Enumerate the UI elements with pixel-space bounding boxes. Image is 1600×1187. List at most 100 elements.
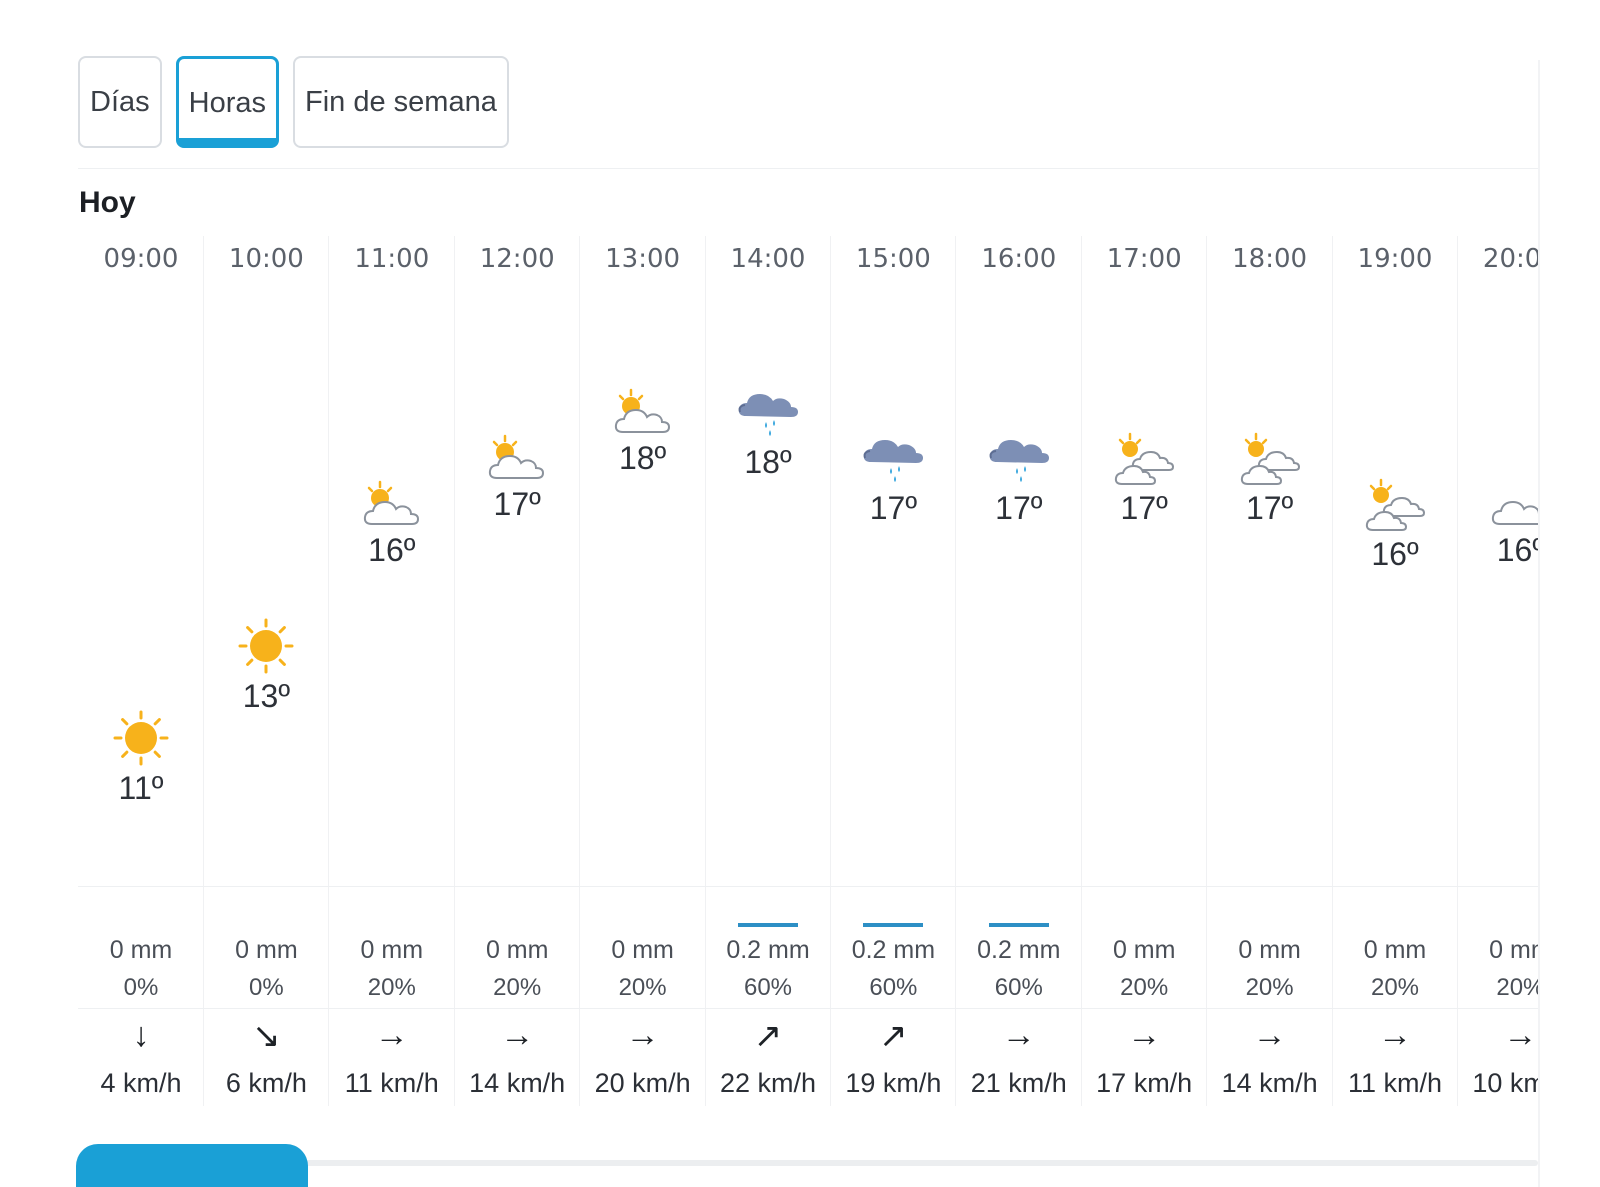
wind-direction-icon: → xyxy=(1001,1016,1036,1054)
hour-label: 10:00 xyxy=(228,244,304,274)
rain-cloud-icon xyxy=(705,386,831,442)
sun-icon xyxy=(203,616,329,676)
rain-amount: 0 mm xyxy=(109,936,173,964)
cloud-icon xyxy=(1457,478,1538,530)
rain-amount: 0.2 mm xyxy=(726,936,810,964)
tab-label: Fin de semana xyxy=(305,85,497,118)
hour-column: 14:00 18º 0.2 mm 60% ↗ 22 km/h xyxy=(705,236,831,1106)
weather-block: 17º xyxy=(1207,432,1333,527)
sun-clouds-icon xyxy=(1332,478,1458,534)
temperature: 16º xyxy=(1496,532,1538,568)
tab-dias[interactable]: Días xyxy=(78,56,162,148)
rain-amount: 0 mm xyxy=(1112,936,1176,964)
rain-probability: 60% xyxy=(743,974,793,1001)
partly-cloudy-icon xyxy=(580,386,706,438)
temperature: 17º xyxy=(1245,490,1294,526)
wind-direction-icon: ↓ xyxy=(132,1016,150,1054)
tab-label: Horas xyxy=(188,87,266,119)
weather-block: 11º xyxy=(78,708,204,807)
hour-label: 13:00 xyxy=(605,244,681,274)
hourly-forecast-grid[interactable]: 09:00 11º 0 mm 0% ↓ 4 km/h 10:00 13º 0 m… xyxy=(78,236,1538,1106)
wind-speed: 4 km/h xyxy=(100,1068,182,1098)
divider xyxy=(78,1008,1538,1009)
rain-amount: 0 mm xyxy=(1238,936,1301,964)
wind-speed: 17 km/h xyxy=(1096,1068,1193,1098)
hour-column: 10:00 13º 0 mm 0% ↘ 6 km/h xyxy=(203,236,330,1106)
weather-block: 16º xyxy=(1457,478,1538,569)
wind-speed: 22 km/h xyxy=(719,1068,817,1098)
hour-label: 18:00 xyxy=(1232,244,1308,274)
temperature: 17º xyxy=(995,490,1043,526)
tab-label: Días xyxy=(90,85,150,118)
hour-column: 20:00 16º 0 mm 20% → 10 km/h xyxy=(1457,236,1538,1106)
hour-label: 17:00 xyxy=(1106,244,1182,274)
sun-clouds-icon xyxy=(1081,432,1207,488)
wind-direction-icon: → xyxy=(1503,1016,1538,1054)
hour-column: 15:00 17º 0.2 mm 60% ↗ 19 km/h xyxy=(830,236,957,1106)
rain-probability: 60% xyxy=(869,974,918,1001)
hour-column: 13:00 18º 0 mm 20% → 20 km/h xyxy=(580,236,706,1106)
weather-block: 17º xyxy=(956,432,1082,527)
hour-label: 12:00 xyxy=(479,244,555,274)
weather-block: 16º xyxy=(329,478,455,569)
partly-cloudy-icon xyxy=(329,478,455,530)
wind-direction-icon: → xyxy=(500,1016,535,1054)
temperature: 11º xyxy=(118,770,164,806)
wind-speed: 20 km/h xyxy=(594,1068,691,1098)
temperature: 18º xyxy=(744,444,792,480)
hour-column: 19:00 16º 0 mm 20% → 11 km/h xyxy=(1332,236,1458,1106)
tab-horas[interactable]: Horas xyxy=(175,56,279,148)
rain-amount: 0 mm xyxy=(611,936,674,964)
weather-block: 16º xyxy=(1332,478,1458,573)
horizontal-scrollbar-thumb[interactable] xyxy=(76,1144,308,1187)
temperature: 16º xyxy=(1371,536,1419,572)
rain-probability: 0% xyxy=(123,974,159,1001)
rain-amount: 0 mm xyxy=(1363,936,1427,964)
temperature: 17º xyxy=(869,490,918,526)
hour-column: 17:00 17º 0 mm 20% → 17 km/h xyxy=(1081,236,1208,1106)
wind-speed: 21 km/h xyxy=(970,1068,1067,1098)
rain-probability: 20% xyxy=(1370,974,1420,1001)
weather-block: 18º xyxy=(705,386,831,481)
hour-label: 15:00 xyxy=(855,244,931,274)
tab-fin-de-semana[interactable]: Fin de semana xyxy=(293,56,509,148)
hour-label: 11:00 xyxy=(354,244,430,274)
day-title: Hoy xyxy=(79,186,136,219)
rain-bar xyxy=(988,923,1049,927)
sun-icon xyxy=(78,708,204,768)
temperature: 16º xyxy=(368,532,416,568)
partly-cloudy-icon xyxy=(454,432,580,484)
hour-column: 16:00 17º 0.2 mm 60% → 21 km/h xyxy=(956,236,1082,1106)
wind-speed: 6 km/h xyxy=(225,1068,307,1098)
temperature: 17º xyxy=(1120,490,1168,526)
divider xyxy=(78,886,1538,887)
weather-block: 18º xyxy=(580,386,706,477)
wind-direction-icon: → xyxy=(625,1016,660,1054)
rain-amount: 0 mm xyxy=(485,936,549,964)
weather-block: 17º xyxy=(1081,432,1207,527)
wind-speed: 11 km/h xyxy=(344,1068,439,1098)
wind-speed: 11 km/h xyxy=(1347,1068,1443,1098)
temperature: 18º xyxy=(618,440,667,476)
wind-direction-icon: ↗ xyxy=(879,1017,908,1055)
hour-label: 16:00 xyxy=(981,244,1057,274)
wind-speed: 10 km/h xyxy=(1472,1068,1538,1098)
wind-direction-icon: → xyxy=(1378,1016,1412,1054)
temperature: 17º xyxy=(493,486,541,522)
rain-cloud-icon xyxy=(956,432,1082,488)
rain-amount: 0 mm xyxy=(360,936,424,964)
wind-direction-icon: ↘ xyxy=(252,1017,281,1055)
horizontal-scrollbar-track[interactable] xyxy=(78,1160,1538,1166)
wind-direction-icon: → xyxy=(374,1016,409,1054)
hour-label: 19:00 xyxy=(1357,244,1433,274)
rain-probability: 0% xyxy=(249,974,284,1001)
rain-probability: 20% xyxy=(1120,974,1169,1001)
divider xyxy=(78,168,1538,169)
hour-column: 11:00 16º 0 mm 20% → 11 km/h xyxy=(329,236,455,1106)
rain-amount: 0 mm xyxy=(1489,936,1538,964)
rain-probability: 20% xyxy=(367,974,416,1001)
hour-column: 18:00 17º 0 mm 20% → 14 km/h xyxy=(1207,236,1333,1106)
wind-speed: 14 km/h xyxy=(1221,1068,1318,1098)
view-tabs: Días Horas Fin de semana xyxy=(78,56,509,148)
weather-block: 17º xyxy=(454,432,580,523)
